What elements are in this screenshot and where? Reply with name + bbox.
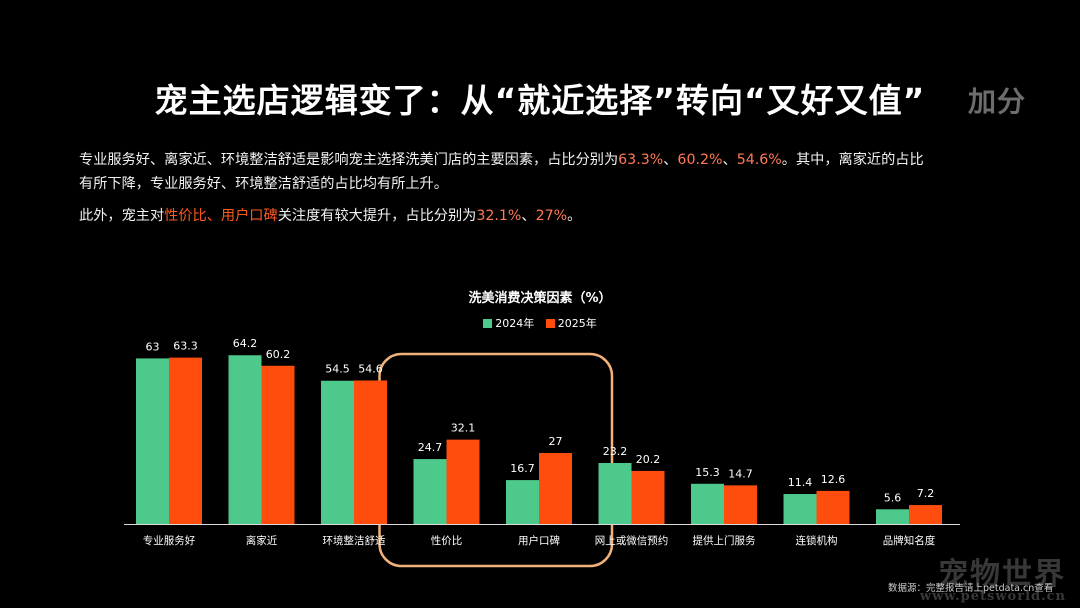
highlight-box [378, 352, 614, 568]
highlight-value: 27% [535, 208, 568, 224]
separator: 、 [521, 208, 536, 224]
highlight-keyword: 性价比 [164, 208, 207, 224]
bar-2024 [321, 380, 354, 524]
highlight-keyword: 用户口碑 [220, 208, 278, 224]
separator: 、 [206, 208, 221, 224]
bar-2024 [783, 494, 817, 524]
data-label: 54.5 [325, 363, 350, 376]
bar-2025 [354, 380, 387, 524]
bar-2025 [261, 365, 295, 524]
bar-2024 [228, 355, 262, 524]
data-label: 20.2 [636, 453, 661, 466]
highlight-value: 60.2% [677, 152, 723, 168]
bar-2024 [876, 509, 909, 524]
summary-text: 专业服务好、离家近、环境整洁舒适是影响宠主选择洗美门店的主要因素，占比分别为 [79, 152, 619, 168]
legend-label-2025: 2025年 [557, 317, 597, 330]
category-label: 品牌知名度 [883, 534, 936, 547]
data-label: 23.2 [603, 445, 628, 458]
data-label: 15.3 [695, 466, 720, 479]
bar-2024 [136, 358, 169, 524]
data-label: 14.7 [728, 467, 753, 480]
category-label: 网上或微信预约 [595, 534, 669, 547]
summary-text: 。 [567, 208, 582, 224]
watermark-url-text: www.petsworld.cn [919, 589, 1066, 604]
bar-2025 [169, 357, 202, 524]
separator: 、 [722, 152, 737, 168]
page-title: 宠主选店逻辑变了：从“就近选择”转向“又好又值” [154, 81, 926, 120]
highlight-value: 32.1% [476, 208, 522, 224]
bar-2024 [598, 463, 632, 524]
summary-text: 此外，宠主对 [79, 208, 165, 224]
separator: 、 [663, 152, 678, 168]
bar-2024 [691, 483, 724, 524]
data-label: 60.2 [266, 348, 291, 361]
category-label: 专业服务好 [143, 534, 196, 547]
summary-text: 有所下降，专业服务好、环境整洁舒适的占比均有所上升。 [79, 176, 448, 192]
category-label: 离家近 [246, 534, 278, 547]
data-label: 64.2 [233, 337, 258, 350]
site-watermark: 宠物世界 www.petsworld.cn [920, 560, 1066, 604]
category-label: 环境整洁舒适 [323, 534, 386, 547]
chart-legend: 2024年 2025年 [0, 315, 1080, 331]
bar-2025 [631, 470, 665, 524]
title-ghost-text: 加分 [968, 85, 1027, 118]
bar-2025 [539, 453, 572, 524]
data-label: 11.4 [788, 476, 813, 489]
summary-paragraph-1: 专业服务好、离家近、环境整洁舒适是影响宠主选择洗美门店的主要因素，占比分别为63… [79, 148, 1039, 196]
highlight-value: 63.3% [618, 152, 664, 168]
data-label: 24.7 [418, 441, 443, 454]
highlight-value: 54.6% [736, 152, 782, 168]
legend-item-2025: 2025年 [545, 315, 597, 331]
bar-2025 [446, 439, 480, 524]
summary-text: 关注度有较大提升，占比分别为 [277, 208, 477, 224]
data-source-note: 数据源：完整报告请上petdata.cn查看 [888, 583, 1054, 594]
data-label: 63.3 [173, 340, 198, 353]
bar-2025 [909, 505, 942, 524]
category-label: 提供上门服务 [693, 534, 756, 547]
summary-paragraph-2: 此外，宠主对性价比、用户口碑关注度有较大提升，占比分别为32.1%、27%。 [79, 204, 1039, 228]
data-label: 63 [146, 340, 160, 353]
bar-2025 [724, 485, 757, 524]
category-label: 用户口碑 [518, 534, 560, 547]
data-label: 54.6 [358, 362, 383, 375]
data-label: 27 [549, 435, 563, 448]
summary-text: 。其中，离家近的占比 [781, 152, 924, 168]
legend-item-2024: 2024年 [483, 315, 534, 331]
bar-2024 [413, 459, 447, 524]
data-label: 16.7 [510, 462, 535, 475]
data-label: 12.6 [821, 473, 846, 486]
chart-title: 洗美消费决策因素（%） [468, 291, 612, 306]
category-label: 性价比 [431, 534, 463, 547]
data-label: 5.6 [884, 491, 902, 504]
legend-swatch-2024 [483, 318, 493, 328]
legend-label-2024: 2024年 [495, 317, 535, 330]
watermark-main-text: 宠物世界 [938, 557, 1066, 592]
bar-2025 [816, 490, 850, 524]
data-label: 7.2 [917, 487, 935, 500]
legend-swatch-2025 [545, 318, 555, 328]
data-label: 32.1 [451, 422, 476, 435]
category-label: 连锁机构 [796, 534, 838, 547]
bar-2024 [506, 480, 539, 524]
